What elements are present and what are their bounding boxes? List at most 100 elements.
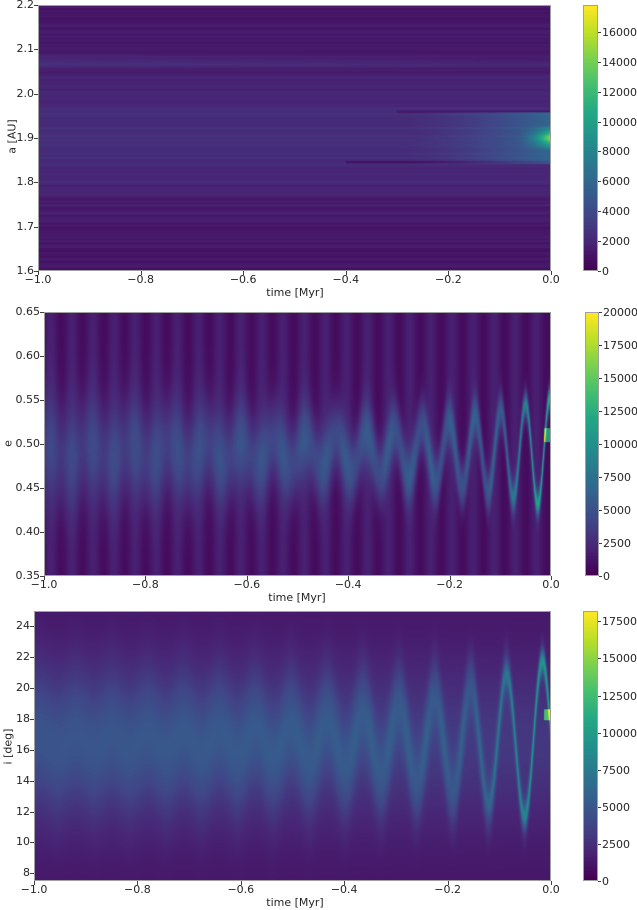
y-tick-mark <box>30 842 34 844</box>
colorbar <box>583 611 598 881</box>
y-tick-label: 16 <box>16 742 30 756</box>
x-tick-mark <box>34 881 35 885</box>
y-tick-mark <box>40 400 44 401</box>
y-tick-mark <box>30 657 34 659</box>
y-tick-mark <box>40 356 44 357</box>
colorbar-tick-mark <box>598 211 601 213</box>
colorbar-tick-label: 12500 <box>603 405 637 418</box>
y-tick-mark <box>34 49 38 51</box>
colorbar-tick-mark <box>598 769 601 771</box>
colorbar-tick-label: 10000 <box>602 726 637 740</box>
colorbar-tick-label: 20000 <box>603 306 637 319</box>
x-tick-label: 0.0 <box>542 273 560 286</box>
x-tick-mark <box>551 881 552 885</box>
x-tick-mark <box>140 271 142 275</box>
y-tick-label: 8 <box>23 866 30 880</box>
y-tick-mark <box>30 719 34 720</box>
colorbar-tick-mark <box>599 510 602 511</box>
y-tick-label: 1.9 <box>16 131 35 144</box>
colorbar-tick-label: 15000 <box>603 372 637 385</box>
y-tick-mark <box>40 488 44 489</box>
x-axis-label: time [Myr] <box>268 591 326 604</box>
y-tick-mark <box>34 226 38 228</box>
y-tick-mark <box>34 182 38 184</box>
y-tick-label: 0.65 <box>15 305 41 318</box>
x-axis-label: time [Myr] <box>266 286 324 299</box>
colorbar-tick-label: 0 <box>603 570 610 583</box>
y-tick-mark <box>40 576 44 577</box>
x-tick-label: −1.0 <box>20 883 48 896</box>
x-tick-label: −0.4 <box>332 273 360 286</box>
x-tick-mark <box>145 576 147 580</box>
colorbar-tick-label: 0 <box>602 875 609 888</box>
x-tick-label: −0.8 <box>124 883 151 896</box>
colorbar-tick-mark <box>598 181 601 183</box>
y-tick-mark <box>30 873 34 875</box>
colorbar-tick-label: 16000 <box>602 25 637 39</box>
colorbar-tick-label: 15000 <box>602 652 637 666</box>
y-tick-label: 10 <box>16 835 30 849</box>
colorbar-tick-label: 0 <box>602 265 609 278</box>
x-tick-label: 0.0 <box>542 578 560 591</box>
colorbar-tick-mark <box>599 543 602 544</box>
y-tick-mark <box>30 780 34 782</box>
colorbar-tick-label: 2500 <box>603 537 631 550</box>
colorbar-tick-mark <box>598 806 601 808</box>
colorbar-tick-label: 2000 <box>602 235 630 249</box>
x-tick-label: −0.8 <box>127 273 154 286</box>
x-tick-mark <box>137 881 139 885</box>
y-tick-label: 12 <box>16 804 30 818</box>
x-tick-label: −0.6 <box>233 578 261 591</box>
y-tick-mark <box>40 532 44 533</box>
y-tick-label: 2.1 <box>16 42 35 56</box>
y-tick-mark <box>34 271 38 272</box>
y-tick-mark <box>30 749 34 751</box>
y-tick-label: 0.40 <box>15 525 41 538</box>
colorbar-tick-label: 5000 <box>602 800 630 814</box>
x-tick-label: −0.2 <box>436 578 463 591</box>
heatmap-a <box>38 5 551 271</box>
colorbar-tick-label: 17500 <box>603 339 637 352</box>
colorbar-tick-mark <box>598 658 601 660</box>
y-tick-label: 22 <box>16 650 30 664</box>
x-tick-label: −0.2 <box>435 273 462 286</box>
y-tick-mark <box>34 93 38 95</box>
y-tick-label: 0.50 <box>15 437 41 450</box>
x-tick-label: −0.6 <box>229 273 257 286</box>
y-tick-label: 0.35 <box>15 569 41 582</box>
x-tick-label: 0.0 <box>542 883 560 896</box>
y-tick-mark <box>40 444 44 445</box>
colorbar-tick-label: 12500 <box>602 689 637 703</box>
x-tick-mark <box>38 271 39 275</box>
colorbar-tick-label: 5000 <box>603 504 631 517</box>
y-tick-label: 0.45 <box>15 481 41 494</box>
y-tick-label: 1.8 <box>16 175 35 189</box>
colorbar-tick-label: 4000 <box>602 205 630 219</box>
colorbar-tick-label: 10000 <box>603 438 637 451</box>
y-tick-label: 1.6 <box>16 264 35 277</box>
y-tick-label: 2.2 <box>16 0 35 11</box>
x-tick-mark <box>551 271 552 275</box>
colorbar-tick-mark <box>598 91 601 93</box>
colorbar-tick-mark <box>598 695 601 697</box>
x-tick-mark <box>243 271 245 275</box>
y-tick-label: 14 <box>16 773 30 787</box>
colorbar-tick-mark <box>599 345 602 346</box>
y-tick-mark <box>30 626 34 628</box>
x-tick-label: −0.2 <box>434 883 461 896</box>
panel-semimajor-axis: a [AU] 1.6 1.7 1.8 1.9 2.0 2.1 2.2 −1.0 −0.8 −0.… <box>0 0 637 300</box>
panel-eccentricity: e 0.35 0.40 0.45 0.50 0.55 0.60 0.65 −1.0 −0.8−… <box>2 305 637 604</box>
y-tick-mark <box>40 312 44 313</box>
colorbar-tick-mark <box>598 61 601 63</box>
colorbar-tick-mark <box>598 271 601 272</box>
y-tick-label: 20 <box>16 681 30 695</box>
x-tick-label: −1.0 <box>24 273 52 286</box>
y-tick-label: 1.7 <box>16 219 35 233</box>
x-tick-mark <box>449 576 451 580</box>
colorbar-tick-mark <box>598 151 601 153</box>
colorbar-tick-label: 7500 <box>602 763 630 777</box>
colorbar-tick-mark <box>598 621 601 623</box>
heatmap-i <box>34 611 551 881</box>
colorbar-tick-label: 14000 <box>602 55 637 69</box>
